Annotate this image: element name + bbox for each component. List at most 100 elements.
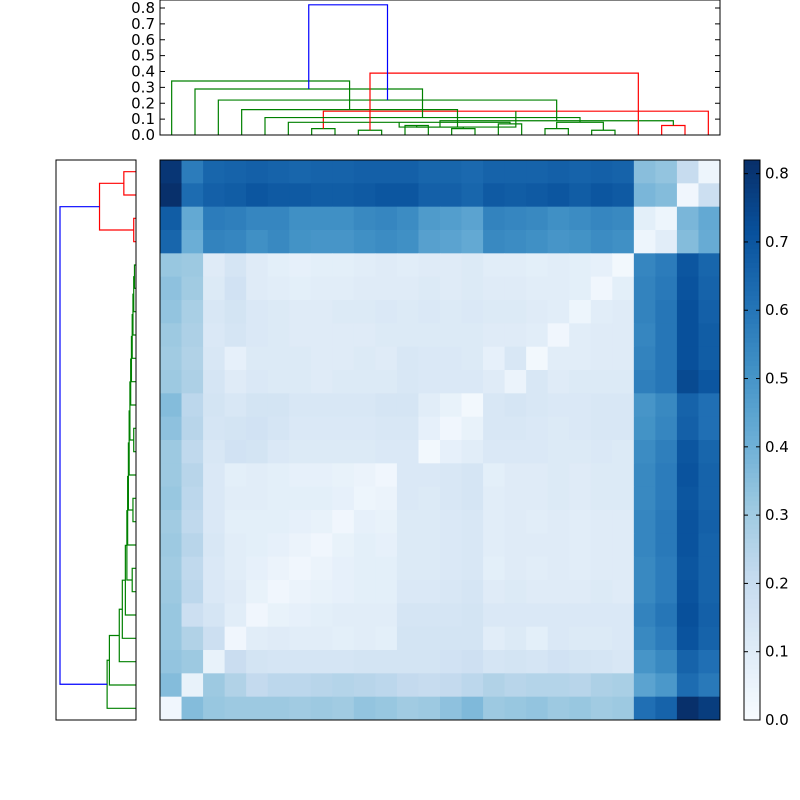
heatmap-cell: [181, 626, 204, 651]
heatmap-cell: [461, 300, 484, 324]
heatmap-cell: [698, 696, 721, 721]
heatmap-cell: [160, 650, 182, 674]
heatmap-cell: [569, 463, 592, 488]
heatmap-cell: [633, 673, 656, 698]
heatmap-cell: [160, 580, 182, 604]
heatmap-cell: [181, 580, 204, 604]
heatmap-cell: [246, 323, 269, 348]
heatmap-cell: [375, 440, 398, 464]
heatmap-cell: [396, 626, 419, 651]
heatmap-cell: [289, 696, 312, 721]
colorbar-gradient-step: [744, 244, 760, 250]
colorbar-tick-label: 0.2: [765, 574, 789, 592]
heatmap-cell: [547, 556, 570, 581]
heatmap-cell: [526, 440, 549, 464]
heatmap-cell: [547, 696, 570, 721]
heatmap-cell: [375, 276, 398, 301]
top-dendrogram-link: [398, 111, 517, 128]
colorbar-gradient-step: [744, 668, 760, 674]
heatmap-cell: [547, 580, 570, 604]
colorbar: 0.0 0.1 0.2 0.3 0.4 0.5 0.6 0.7 0.8: [743, 159, 789, 729]
heatmap-cell: [526, 160, 549, 184]
top-dendrogram-tick-label: 0.7: [131, 15, 155, 33]
heatmap-cell: [353, 183, 376, 208]
heatmap-cell: [160, 370, 182, 394]
heatmap-cell: [160, 533, 182, 558]
heatmap-cell: [289, 300, 312, 324]
heatmap-cell: [267, 673, 290, 698]
colorbar-gradient-step: [744, 589, 760, 595]
colorbar-gradient-step: [744, 519, 760, 525]
heatmap-cell: [461, 183, 484, 208]
heatmap-cell: [396, 416, 419, 441]
heatmap-cell: [698, 276, 721, 301]
heatmap-cell: [590, 510, 613, 534]
left-dendrogram-link: [131, 313, 136, 359]
heatmap-cell: [332, 580, 355, 604]
top-dendrogram-link: [369, 72, 639, 135]
heatmap-cell: [590, 300, 613, 324]
heatmap-cell: [676, 533, 699, 558]
heatmap-cell: [633, 416, 656, 441]
heatmap-cell: [612, 696, 635, 721]
colorbar-gradient-step: [744, 566, 760, 572]
heatmap-cell: [396, 556, 419, 581]
heatmap-cell: [547, 346, 570, 371]
heatmap-cell: [160, 276, 182, 301]
heatmap-cell: [375, 556, 398, 581]
heatmap-cell: [655, 230, 678, 254]
heatmap-cell: [655, 510, 678, 534]
heatmap-cell: [547, 183, 570, 208]
heatmap-cell: [504, 253, 527, 278]
colorbar-gradient-step: [744, 580, 760, 586]
heatmap-cell: [526, 346, 549, 371]
heatmap-cell: [224, 230, 247, 254]
heatmap-cell: [396, 183, 419, 208]
heatmap-cell: [590, 416, 613, 441]
heatmap-cell: [375, 346, 398, 371]
heatmap-cell: [375, 370, 398, 394]
left-dendrogram-link: [131, 567, 136, 593]
heatmap-cell: [246, 533, 269, 558]
colorbar-gradient-step: [744, 654, 760, 660]
heatmap-cell: [483, 346, 506, 371]
heatmap-cell: [289, 416, 312, 441]
heatmap-cell: [267, 440, 290, 464]
heatmap-cell: [655, 486, 678, 511]
colorbar-gradient-step: [744, 412, 760, 418]
colorbar-gradient-step: [744, 435, 760, 441]
heatmap-cell: [375, 626, 398, 651]
heatmap-cell: [289, 463, 312, 488]
heatmap-cell: [612, 580, 635, 604]
colorbar-gradient-step: [744, 608, 760, 614]
top-dendrogram-link: [171, 80, 351, 135]
heatmap-cell: [655, 183, 678, 208]
heatmap-cell: [353, 440, 376, 464]
heatmap-cell: [332, 463, 355, 488]
heatmap-cell: [569, 440, 592, 464]
heatmap-cell: [246, 696, 269, 721]
colorbar-gradient-step: [744, 300, 760, 306]
heatmap-cell: [418, 486, 441, 511]
colorbar-gradient-step: [744, 454, 760, 460]
colorbar-gradient-step: [744, 258, 760, 264]
heatmap-cell: [396, 346, 419, 371]
heatmap-cell: [267, 300, 290, 324]
colorbar-gradient-step: [744, 225, 760, 231]
heatmap-cell: [160, 626, 182, 651]
colorbar-gradient-step: [744, 617, 760, 623]
heatmap-cell: [590, 603, 613, 628]
colorbar-gradient-step: [744, 486, 760, 492]
left-dendrogram-link: [98, 182, 134, 231]
heatmap-cell: [310, 393, 333, 418]
colorbar-gradient-step: [744, 477, 760, 483]
heatmap-cell: [160, 346, 182, 371]
heatmap-cell: [440, 626, 462, 651]
colorbar-gradient-step: [744, 561, 760, 567]
colorbar-gradient-step: [744, 533, 760, 539]
heatmap-cell: [353, 370, 376, 394]
heatmap-cell: [267, 370, 290, 394]
heatmap-cell: [504, 556, 527, 581]
heatmap-cell: [203, 323, 226, 348]
heatmap-cell: [310, 206, 333, 231]
